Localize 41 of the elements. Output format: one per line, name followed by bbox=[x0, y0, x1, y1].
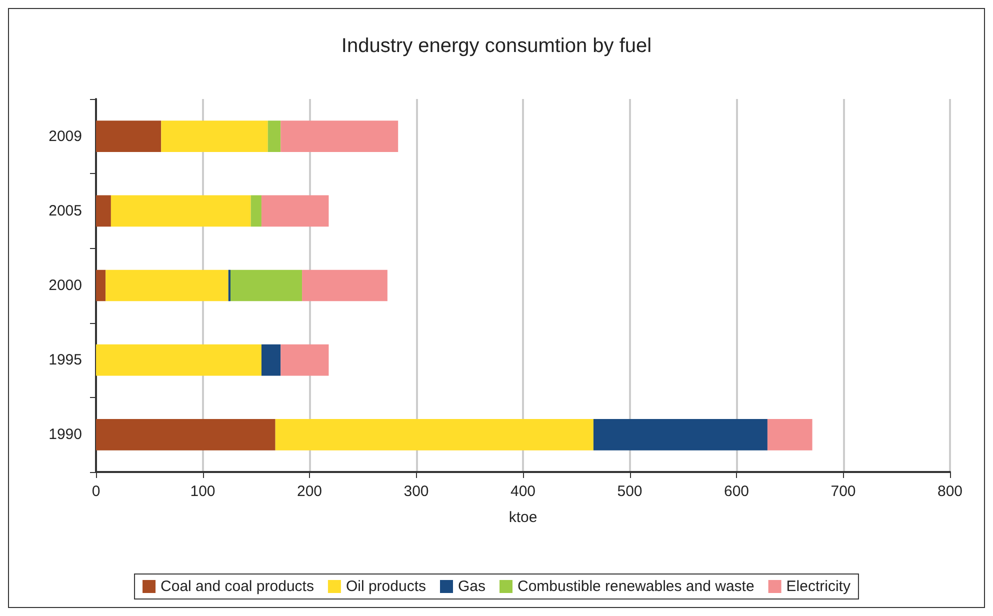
x-tick-label: 600 bbox=[724, 483, 750, 500]
y-tick-label: 2009 bbox=[48, 128, 82, 145]
bar bbox=[302, 270, 388, 302]
bar bbox=[593, 419, 768, 450]
bar bbox=[96, 270, 106, 302]
bar bbox=[110, 195, 251, 227]
y-tick-label: 1990 bbox=[48, 426, 82, 444]
bar bbox=[261, 195, 329, 227]
y-tick-label: 2005 bbox=[48, 202, 82, 220]
bar bbox=[96, 344, 262, 376]
x-tick-label: 100 bbox=[190, 483, 216, 500]
bar bbox=[268, 120, 281, 152]
legend-label: Combustible renewables and waste bbox=[518, 578, 754, 595]
y-tick-label: 2000 bbox=[48, 277, 82, 294]
bar bbox=[106, 270, 228, 302]
bar bbox=[230, 270, 302, 302]
x-tick-label: 500 bbox=[617, 483, 642, 500]
x-axis-title: ktoe bbox=[508, 509, 538, 526]
bar bbox=[250, 195, 262, 227]
bar bbox=[96, 419, 276, 450]
legend-label: Electricity bbox=[786, 578, 851, 595]
bar bbox=[228, 270, 231, 302]
bar bbox=[280, 344, 329, 376]
bar bbox=[161, 120, 268, 152]
x-tick-label: 700 bbox=[830, 483, 856, 500]
bar bbox=[96, 195, 111, 227]
chart-title: Industry energy consumtion by fuel bbox=[341, 35, 652, 57]
legend-label: Oil products bbox=[346, 578, 426, 595]
y-tick-label: 1995 bbox=[48, 352, 82, 369]
x-tick-label: 800 bbox=[937, 483, 963, 500]
x-tick-label: 400 bbox=[510, 483, 536, 500]
bar bbox=[767, 419, 812, 450]
bar bbox=[261, 344, 281, 376]
bar bbox=[280, 120, 398, 152]
x-tick-label: 300 bbox=[404, 483, 429, 500]
x-tick-label: 200 bbox=[296, 483, 322, 500]
bar bbox=[96, 120, 162, 152]
bar bbox=[275, 419, 594, 450]
legend-label: Gas bbox=[458, 578, 486, 595]
x-tick-label: 0 bbox=[92, 483, 100, 500]
legend-label: Coal and coal products bbox=[160, 578, 314, 595]
